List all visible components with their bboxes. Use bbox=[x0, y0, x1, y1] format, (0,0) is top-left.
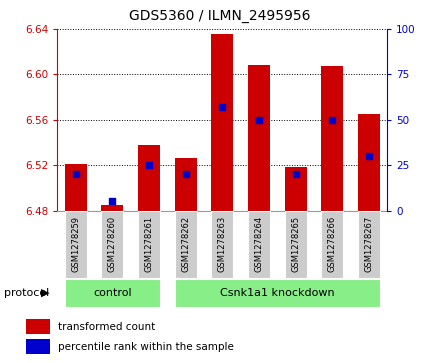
Point bbox=[329, 117, 336, 123]
Text: GSM1278260: GSM1278260 bbox=[108, 216, 117, 272]
Point bbox=[219, 104, 226, 110]
Text: control: control bbox=[93, 288, 132, 298]
Bar bbox=[26, 339, 50, 354]
Text: transformed count: transformed count bbox=[58, 322, 155, 332]
Text: Csnk1a1 knockdown: Csnk1a1 knockdown bbox=[220, 288, 334, 298]
Bar bbox=[138, 145, 160, 211]
Point bbox=[365, 153, 372, 159]
Point bbox=[145, 162, 152, 168]
Bar bbox=[65, 279, 160, 307]
Point bbox=[182, 171, 189, 177]
Text: GSM1278263: GSM1278263 bbox=[218, 216, 227, 272]
Bar bbox=[321, 66, 343, 211]
Point bbox=[255, 117, 262, 123]
Text: ▶: ▶ bbox=[41, 288, 49, 298]
Bar bbox=[65, 211, 87, 278]
Bar bbox=[138, 211, 160, 278]
Bar bbox=[26, 319, 50, 334]
Point bbox=[109, 199, 116, 204]
Bar bbox=[358, 211, 380, 278]
Bar bbox=[248, 65, 270, 211]
Point bbox=[292, 171, 299, 177]
Text: GSM1278264: GSM1278264 bbox=[254, 216, 264, 272]
Text: GSM1278259: GSM1278259 bbox=[71, 216, 80, 272]
Bar bbox=[175, 158, 197, 211]
Bar bbox=[285, 211, 307, 278]
Text: protocol: protocol bbox=[4, 288, 50, 298]
Point bbox=[72, 171, 79, 177]
Text: GSM1278261: GSM1278261 bbox=[144, 216, 154, 272]
Text: GSM1278267: GSM1278267 bbox=[364, 216, 374, 272]
Bar bbox=[211, 211, 233, 278]
Text: GSM1278266: GSM1278266 bbox=[328, 216, 337, 272]
Text: GDS5360 / ILMN_2495956: GDS5360 / ILMN_2495956 bbox=[129, 9, 311, 23]
Bar bbox=[101, 205, 123, 211]
Bar bbox=[321, 211, 343, 278]
Text: GSM1278265: GSM1278265 bbox=[291, 216, 300, 272]
Bar bbox=[248, 211, 270, 278]
Bar bbox=[175, 211, 197, 278]
Bar bbox=[285, 167, 307, 211]
Text: percentile rank within the sample: percentile rank within the sample bbox=[58, 342, 234, 352]
Bar bbox=[101, 211, 123, 278]
Bar bbox=[211, 33, 233, 211]
Bar bbox=[358, 114, 380, 211]
Text: GSM1278262: GSM1278262 bbox=[181, 216, 190, 272]
Bar bbox=[65, 164, 87, 211]
Bar bbox=[175, 279, 380, 307]
